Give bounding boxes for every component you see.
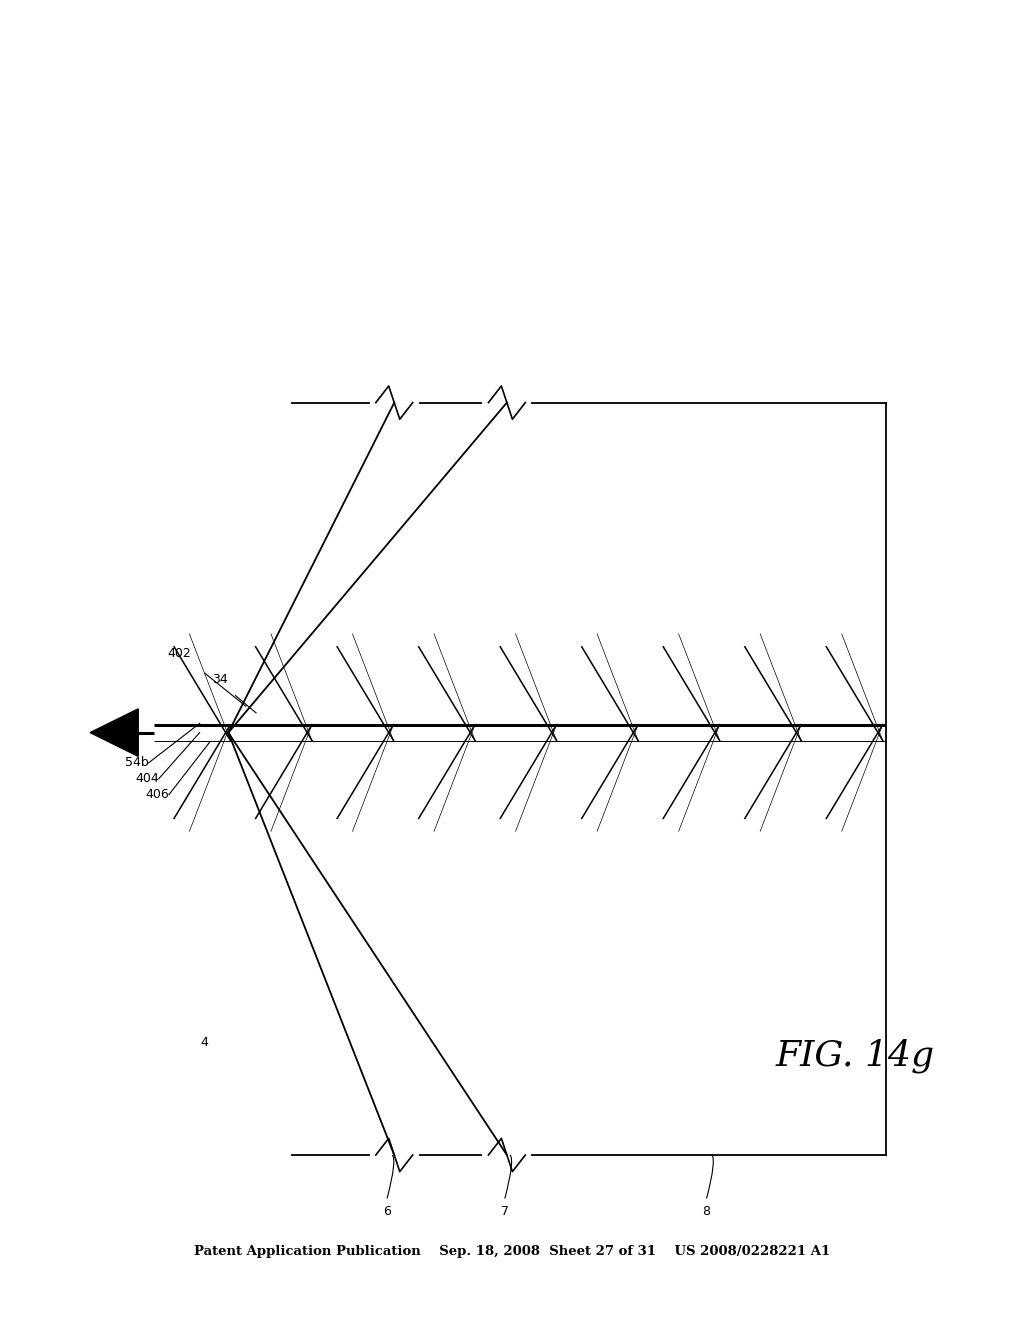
Text: 6: 6 <box>383 1205 391 1218</box>
Text: 34: 34 <box>212 673 228 686</box>
Polygon shape <box>90 709 138 756</box>
Text: 8: 8 <box>702 1205 711 1218</box>
Text: FIG. 14g: FIG. 14g <box>775 1039 935 1073</box>
Text: 402: 402 <box>167 647 191 660</box>
Text: 7: 7 <box>501 1205 509 1218</box>
Text: 4: 4 <box>201 1036 209 1049</box>
Text: Patent Application Publication    Sep. 18, 2008  Sheet 27 of 31    US 2008/02282: Patent Application Publication Sep. 18, … <box>194 1245 830 1258</box>
Text: 404: 404 <box>135 772 159 785</box>
Text: 406: 406 <box>145 788 169 801</box>
Text: 54b: 54b <box>125 756 148 770</box>
